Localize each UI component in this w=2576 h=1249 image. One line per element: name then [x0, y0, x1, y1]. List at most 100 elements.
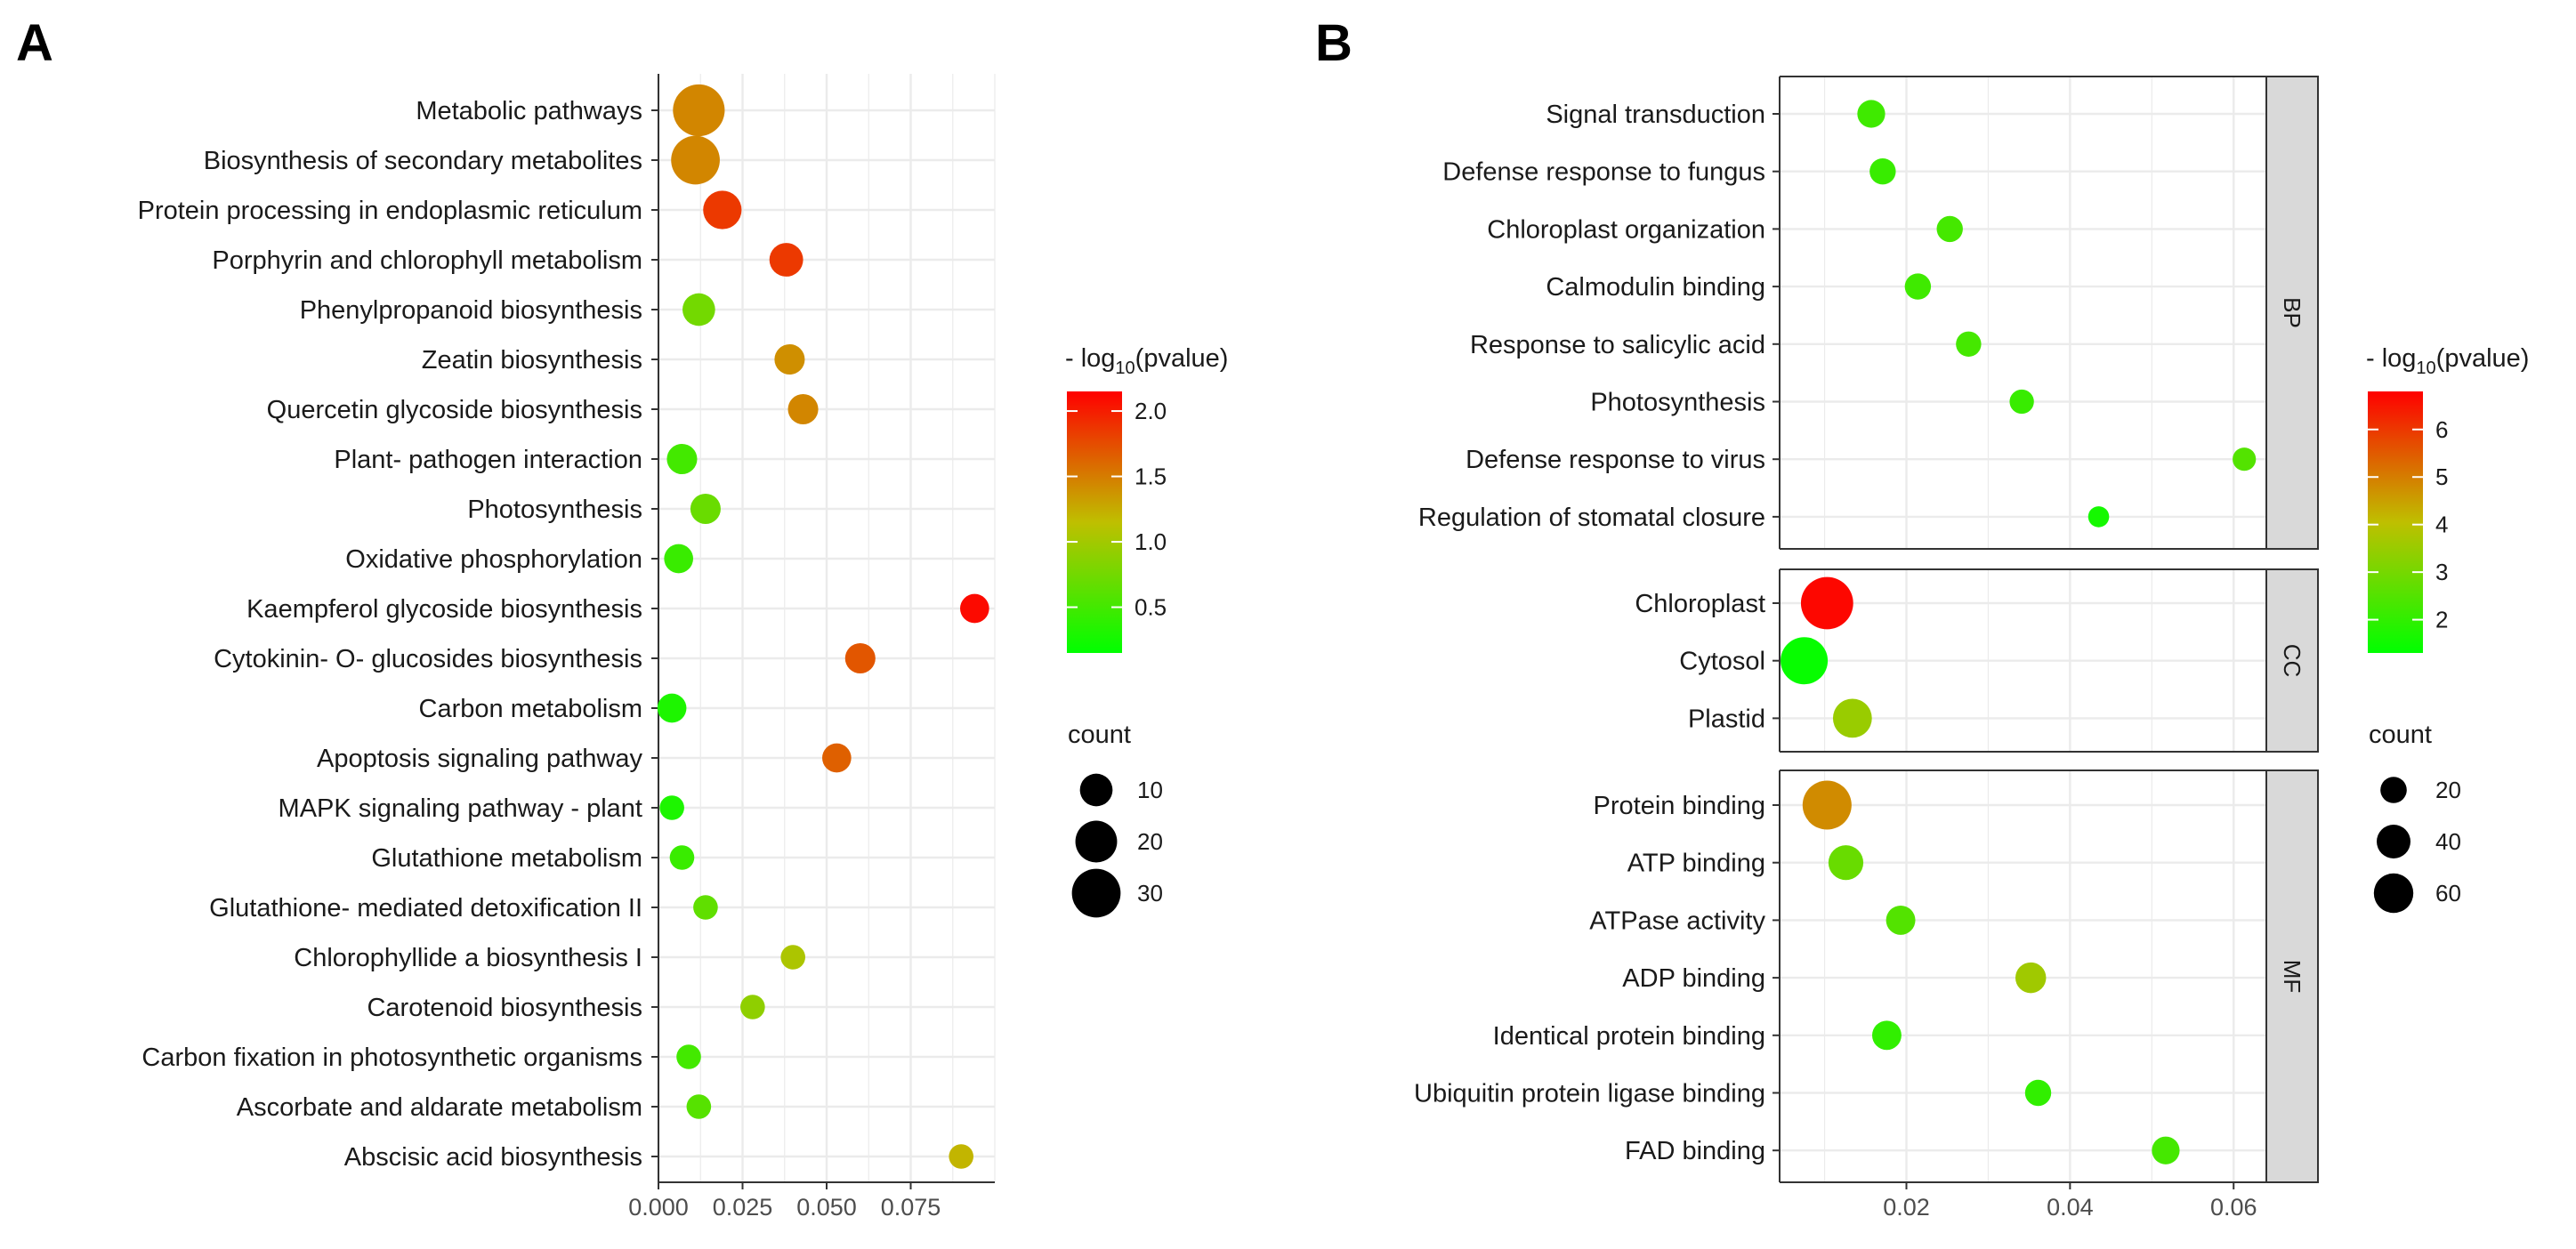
panel-b-letter: B: [1315, 14, 1353, 72]
point-bp-calmodulin-binding: [1904, 273, 1932, 300]
point-mapk-signaling-pathway-plant: [659, 795, 684, 820]
x-tick-label: 0.04: [2047, 1194, 2094, 1221]
panel-a-category-labels: Metabolic pathways Biosynthesis of second…: [138, 97, 658, 1172]
point-mf-identical-protein-binding: [1871, 1020, 1902, 1051]
point-phenylpropanoid-biosynthesis: [682, 293, 715, 326]
panel-a-color-legend-title: - log10(pvalue): [1065, 344, 1228, 378]
point-ascorbate-and-aldarate-metabolism: [686, 1094, 712, 1119]
point-glutathione-mediated-detoxification-ii: [693, 895, 718, 920]
point-bp-regulation-of-stomatal-closure: [2087, 506, 2110, 528]
panel-a-letter: A: [16, 14, 53, 72]
point-mf-atpase-activity: [1886, 905, 1916, 935]
size-legend-dot: [2377, 825, 2410, 858]
point-metabolic-pathways: [673, 84, 725, 137]
category-label-ascorbate-and-aldarate-metabolism: Ascorbate and aldarate metabolism: [237, 1093, 642, 1122]
point-mf-adp-binding: [2015, 962, 2047, 994]
point-plant-pathogen-interaction: [666, 443, 698, 475]
panel-b-size-legend-title: count: [2369, 721, 2432, 749]
panel-b-size-legend: 20 40 60: [2373, 777, 2461, 914]
panel-b-x-ticks: 0.02 0.04 0.06: [1883, 1182, 2257, 1221]
category-label-biosynthesis-of-secondary-metabolites: Biosynthesis of secondary metabolites: [204, 147, 642, 175]
colorbar-tick-label: 3: [2435, 559, 2448, 585]
facet-mf: MF Protein binding ATP binding ATPase activ…: [1414, 770, 2319, 1183]
point-apoptosis-signaling-pathway: [822, 743, 852, 773]
point-biosynthesis-of-secondary-metabolites: [671, 135, 720, 185]
category-label-porphyrin-and-chlorophyll-metabolism: Porphyrin and chlorophyll metabolism: [212, 246, 642, 275]
panel-a-size-legend-title: count: [1068, 721, 1131, 749]
point-bp-response-to-salicylic-acid: [1956, 331, 1982, 358]
colorbar-tick-label: 5: [2435, 463, 2448, 490]
point-carbon-metabolism: [657, 693, 687, 723]
category-label-protein-binding: Protein binding: [1594, 792, 1765, 820]
category-label-chlorophyllide-a-biosynthesis-i: Chlorophyllide a biosynthesis I: [294, 944, 642, 972]
x-tick-label: 0.025: [713, 1194, 773, 1221]
category-label-chloroplast: Chloroplast: [1635, 590, 1765, 618]
size-legend-dot: [1071, 868, 1121, 918]
category-label-plant-pathogen-interaction: Plant- pathogen interaction: [334, 446, 642, 474]
size-legend-label: 40: [2435, 828, 2461, 855]
point-bp-photosynthesis: [2009, 389, 2034, 415]
category-label-carbon-fixation-in-photosynthetic-organisms: Carbon fixation in photosynthetic organi…: [141, 1044, 642, 1072]
panel-a-x-ticks: 0.000 0.025 0.050 0.075: [628, 1182, 941, 1221]
size-legend-label: 20: [1137, 828, 1163, 855]
point-glutathione-metabolism: [669, 845, 695, 870]
category-label-ubiquitin-protein-ligase-binding: Ubiquitin protein ligase binding: [1414, 1080, 1765, 1108]
panel-b-colorbar-ticks: 2 3 4 5 6: [2368, 416, 2448, 633]
colorbar-tick-label: 6: [2435, 416, 2448, 443]
category-label-apoptosis-signaling-pathway: Apoptosis signaling pathway: [317, 745, 642, 773]
category-label-chloroplast-organization: Chloroplast organization: [1487, 215, 1765, 244]
facet-background: [1780, 77, 2266, 549]
category-label-carotenoid-biosynthesis: Carotenoid biosynthesis: [367, 994, 642, 1022]
facet-strip-mf: [2265, 770, 2319, 1183]
colorbar-tick-label: 1.0: [1135, 528, 1167, 555]
category-label-plastid: Plastid: [1688, 705, 1765, 733]
category-label-adp-binding: ADP binding: [1622, 964, 1765, 993]
point-cc-plastid: [1832, 698, 1872, 738]
category-label-cytokinin-o-glucosides-biosynthesis: Cytokinin- O- glucosides biosynthesis: [214, 645, 642, 673]
facet-strip-label: CC: [2279, 644, 2305, 678]
category-label-defense-response-to-fungus: Defense response to fungus: [1442, 158, 1765, 187]
category-label-quercetin-glycoside-biosynthesis: Quercetin glycoside biosynthesis: [267, 396, 642, 424]
category-label-zeatin-biosynthesis: Zeatin biosynthesis: [422, 346, 642, 375]
category-label-atp-binding: ATP binding: [1627, 850, 1765, 878]
size-legend-dot: [2380, 777, 2407, 803]
panel-b-facets: BP Signal transduction Defense response to…: [1414, 76, 2319, 1183]
panel-b-legend: - log10(pvalue) 2 3 4 5 6 count 20 40 60: [2366, 344, 2529, 914]
category-label-signal-transduction: Signal transduction: [1546, 101, 1765, 129]
point-bp-chloroplast-organization: [1936, 215, 1963, 243]
panel-a-colorbar: [1067, 391, 1122, 653]
category-label-cytosol: Cytosol: [1679, 648, 1765, 676]
point-cc-chloroplast: [1800, 576, 1853, 630]
category-label-glutathione-mediated-detoxification-ii: Glutathione- mediated detoxification II: [209, 894, 642, 923]
size-legend-dot: [2373, 873, 2414, 914]
panel-b-color-legend-title: - log10(pvalue): [2366, 344, 2529, 378]
point-cytokinin-o-glucosides-biosynthesis: [844, 642, 876, 674]
category-label-phenylpropanoid-biosynthesis: Phenylpropanoid biosynthesis: [300, 296, 642, 325]
category-label-defense-response-to-virus: Defense response to virus: [1466, 446, 1765, 474]
category-label-fad-binding: FAD binding: [1625, 1137, 1765, 1165]
point-porphyrin-and-chlorophyll-metabolism: [769, 243, 803, 277]
facet-strip-label: MF: [2279, 960, 2305, 994]
facet-strip-label: BP: [2279, 297, 2305, 328]
point-quercetin-glycoside-biosynthesis: [787, 393, 819, 425]
x-tick-label: 0.075: [881, 1194, 941, 1221]
size-legend-label: 30: [1137, 880, 1163, 907]
facet-strip-bp: [2265, 76, 2319, 550]
facet-bp: BP Signal transduction Defense response to…: [1418, 76, 2319, 550]
category-label-oxidative-phosphorylation: Oxidative phosphorylation: [345, 545, 642, 574]
point-abscisic-acid-biosynthesis: [949, 1144, 973, 1169]
point-zeatin-biosynthesis: [774, 343, 805, 375]
point-protein-processing-in-endoplasmic-reticulum: [703, 190, 742, 230]
colorbar-tick-label: 4: [2435, 512, 2448, 538]
category-label-metabolic-pathways: Metabolic pathways: [416, 97, 642, 125]
category-label-identical-protein-binding: Identical protein binding: [1493, 1022, 1765, 1051]
panel-a-points: [657, 84, 989, 1169]
category-label-glutathione-metabolism: Glutathione metabolism: [371, 844, 642, 873]
panel-a-colorbar-ticks: 0.5 1.0 1.5 2.0: [1067, 398, 1167, 621]
panel-b-colorbar: [2368, 391, 2423, 653]
point-mf-protein-binding: [1802, 780, 1852, 830]
category-label-photosynthesis: Photosynthesis: [467, 496, 642, 524]
x-tick-label: 0.06: [2210, 1194, 2257, 1221]
point-carbon-fixation-in-photosynthetic-organisms: [676, 1044, 701, 1069]
